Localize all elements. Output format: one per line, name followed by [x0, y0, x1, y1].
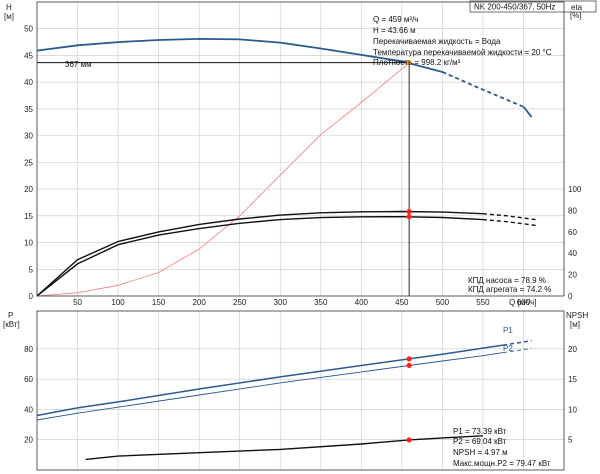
top-y-left-label: H	[6, 3, 12, 12]
y-left-tick-label: 60	[24, 375, 33, 384]
x-tick-label: 250	[233, 298, 247, 307]
bottom-tick-labels: 20 40 60 80 5 10 15 20	[24, 345, 577, 445]
y-left-tick-label: 30	[24, 132, 33, 141]
bottom-y-left-label: P	[8, 311, 13, 320]
x-tick-label: 400	[355, 298, 369, 307]
series-line-0	[36, 37, 443, 73]
duty-point-marker	[406, 214, 412, 220]
top-y-left-unit: [м]	[4, 12, 14, 21]
series-dashed-2	[482, 213, 536, 221]
top-y-right-label: eta	[571, 3, 583, 12]
series-dashed-0	[442, 71, 524, 108]
y-right-tick-label: 20	[568, 271, 577, 280]
y-left-tick-label: 40	[24, 78, 33, 87]
y-left-tick-label: 80	[24, 345, 33, 354]
duty-point-marker	[406, 60, 412, 66]
y-right-tick-label: 15	[568, 375, 577, 384]
efficiency-info-block: КПД насоса = 78.9 % КПД агрегата = 74.2 …	[468, 276, 551, 294]
series-line-0	[36, 344, 504, 417]
top-series	[36, 37, 536, 297]
p1-curve-label: P1	[503, 326, 513, 335]
x-tick-label: 550	[476, 298, 490, 307]
series-tail-0	[522, 106, 533, 118]
series-line-1	[36, 62, 410, 297]
y-right-tick-label: 0	[568, 292, 573, 301]
top-y-right-unit: [%]	[570, 11, 582, 20]
bottom-series	[36, 339, 532, 461]
top-x-label: Q [м³/ч]	[509, 298, 536, 307]
duty-point-marker	[406, 209, 412, 215]
info-npsh: NPSH = 4.97 м	[453, 448, 508, 457]
info-temperature: Температура перекачиваемой жидкости = 20…	[373, 48, 552, 57]
bottom-y-right-unit: [м]	[570, 320, 580, 329]
x-tick-label: 350	[314, 298, 328, 307]
y-left-tick-label: 50	[24, 25, 33, 34]
series-line-3	[36, 215, 483, 297]
series-line-2	[36, 210, 483, 297]
top-plot-frame	[36, 1, 565, 297]
info-p2: P2 = 69.04 кВт	[453, 437, 507, 446]
y-right-tick-label: 40	[568, 249, 577, 258]
top-info-block: Q = 459 м³/ч H = 43.66 м Перекачиваемая …	[373, 15, 552, 67]
y-left-tick-label: 25	[24, 158, 33, 167]
chart-title: NK 200-450/367, 50Hz	[474, 3, 555, 12]
duty-point-marker	[406, 362, 412, 369]
top-grid	[37, 2, 564, 296]
series-dashed-3	[482, 218, 536, 227]
bottom-info-block: P1 = 73.39 кВт P2 = 69.04 кВт NPSH = 4.9…	[453, 427, 551, 468]
info-pump-eff: КПД насоса = 78.9 %	[468, 276, 546, 285]
x-tick-label: 500	[436, 298, 450, 307]
y-right-tick-label: 80	[568, 206, 577, 215]
y-left-tick-label: 40	[24, 405, 33, 414]
y-left-tick-label: 20	[24, 436, 33, 445]
y-left-tick-label: 10	[24, 239, 33, 248]
title-box	[469, 0, 597, 13]
info-unit-eff: КПД агрегата = 74.2 %	[468, 285, 551, 294]
y-right-tick-label: 100	[568, 185, 582, 194]
y-left-tick-label: 5	[29, 265, 34, 274]
bottom-y-left-unit: [кВт]	[3, 320, 20, 329]
y-left-tick-label: 45	[24, 51, 33, 60]
x-tick-label: 150	[152, 298, 166, 307]
y-right-tick-label: 10	[568, 405, 577, 414]
y-left-tick-label: 0	[29, 292, 34, 301]
duty-point-marker	[406, 356, 412, 362]
info-h: H = 43.66 м	[373, 26, 416, 35]
x-tick-label: 600	[517, 298, 531, 307]
curve-label-367: 367 мм	[65, 60, 92, 69]
p2-curve-label: P2	[503, 344, 513, 353]
x-tick-label: 100	[111, 298, 125, 307]
info-liquid: Перекачиваемая жидкость = Вода	[373, 37, 501, 46]
info-q: Q = 459 м³/ч	[373, 15, 418, 24]
duty-point-marker	[406, 437, 412, 443]
bottom-grid	[37, 311, 564, 470]
top-tick-labels: 50 100 150 200 250 300 350 400 450 500 550 60005101…	[24, 25, 582, 307]
info-density: Плотность = 998.2 кг/м³	[373, 58, 461, 67]
series-line-1	[36, 352, 504, 421]
x-tick-label: 300	[274, 298, 288, 307]
bottom-y-right-label: NPSH	[566, 311, 588, 320]
info-p1: P1 = 73.39 кВт	[453, 427, 507, 436]
info-max-power: Макс.мощн.P2 = 79.47 кВт	[453, 459, 551, 468]
x-tick-label: 50	[73, 298, 82, 307]
y-left-tick-label: 15	[24, 212, 33, 221]
y-left-tick-label: 35	[24, 105, 33, 114]
y-right-tick-label: 20	[568, 345, 577, 354]
y-right-tick-label: 60	[568, 228, 577, 237]
x-tick-label: 450	[395, 298, 409, 307]
y-right-tick-label: 5	[568, 436, 573, 445]
bottom-plot-frame	[36, 310, 565, 471]
markers	[406, 60, 412, 443]
series-line-2	[85, 435, 483, 461]
y-left-tick-label: 20	[24, 185, 33, 194]
x-tick-label: 200	[192, 298, 206, 307]
